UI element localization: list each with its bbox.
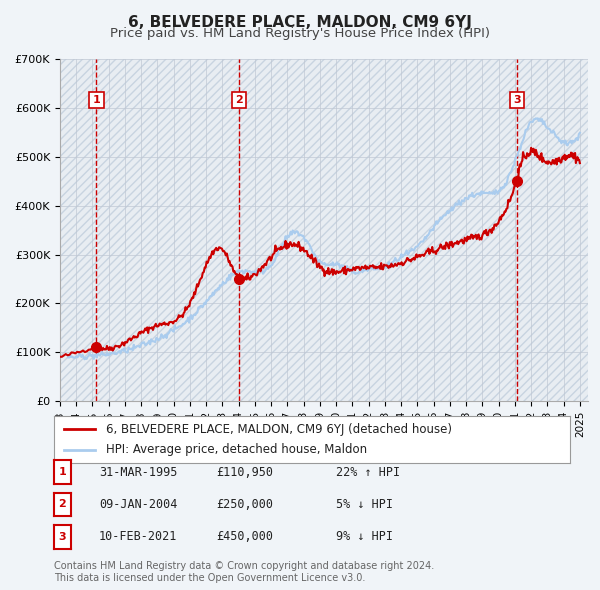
Text: £450,000: £450,000 — [216, 530, 273, 543]
Text: Price paid vs. HM Land Registry's House Price Index (HPI): Price paid vs. HM Land Registry's House … — [110, 27, 490, 40]
Text: 6, BELVEDERE PLACE, MALDON, CM9 6YJ (detached house): 6, BELVEDERE PLACE, MALDON, CM9 6YJ (det… — [106, 422, 452, 435]
Text: 09-JAN-2004: 09-JAN-2004 — [99, 498, 178, 511]
Text: HPI: Average price, detached house, Maldon: HPI: Average price, detached house, Mald… — [106, 444, 367, 457]
Text: 10-FEB-2021: 10-FEB-2021 — [99, 530, 178, 543]
Text: 22% ↑ HPI: 22% ↑ HPI — [336, 466, 400, 478]
Text: 6, BELVEDERE PLACE, MALDON, CM9 6YJ: 6, BELVEDERE PLACE, MALDON, CM9 6YJ — [128, 15, 472, 30]
Text: 2: 2 — [59, 500, 66, 509]
Text: Contains HM Land Registry data © Crown copyright and database right 2024.
This d: Contains HM Land Registry data © Crown c… — [54, 561, 434, 583]
Text: 5% ↓ HPI: 5% ↓ HPI — [336, 498, 393, 511]
Text: £110,950: £110,950 — [216, 466, 273, 478]
Text: 3: 3 — [513, 95, 520, 105]
Text: 1: 1 — [59, 467, 66, 477]
Text: 1: 1 — [92, 95, 100, 105]
Text: £250,000: £250,000 — [216, 498, 273, 511]
Text: 9% ↓ HPI: 9% ↓ HPI — [336, 530, 393, 543]
Text: 31-MAR-1995: 31-MAR-1995 — [99, 466, 178, 478]
Text: 2: 2 — [235, 95, 243, 105]
Text: 3: 3 — [59, 532, 66, 542]
